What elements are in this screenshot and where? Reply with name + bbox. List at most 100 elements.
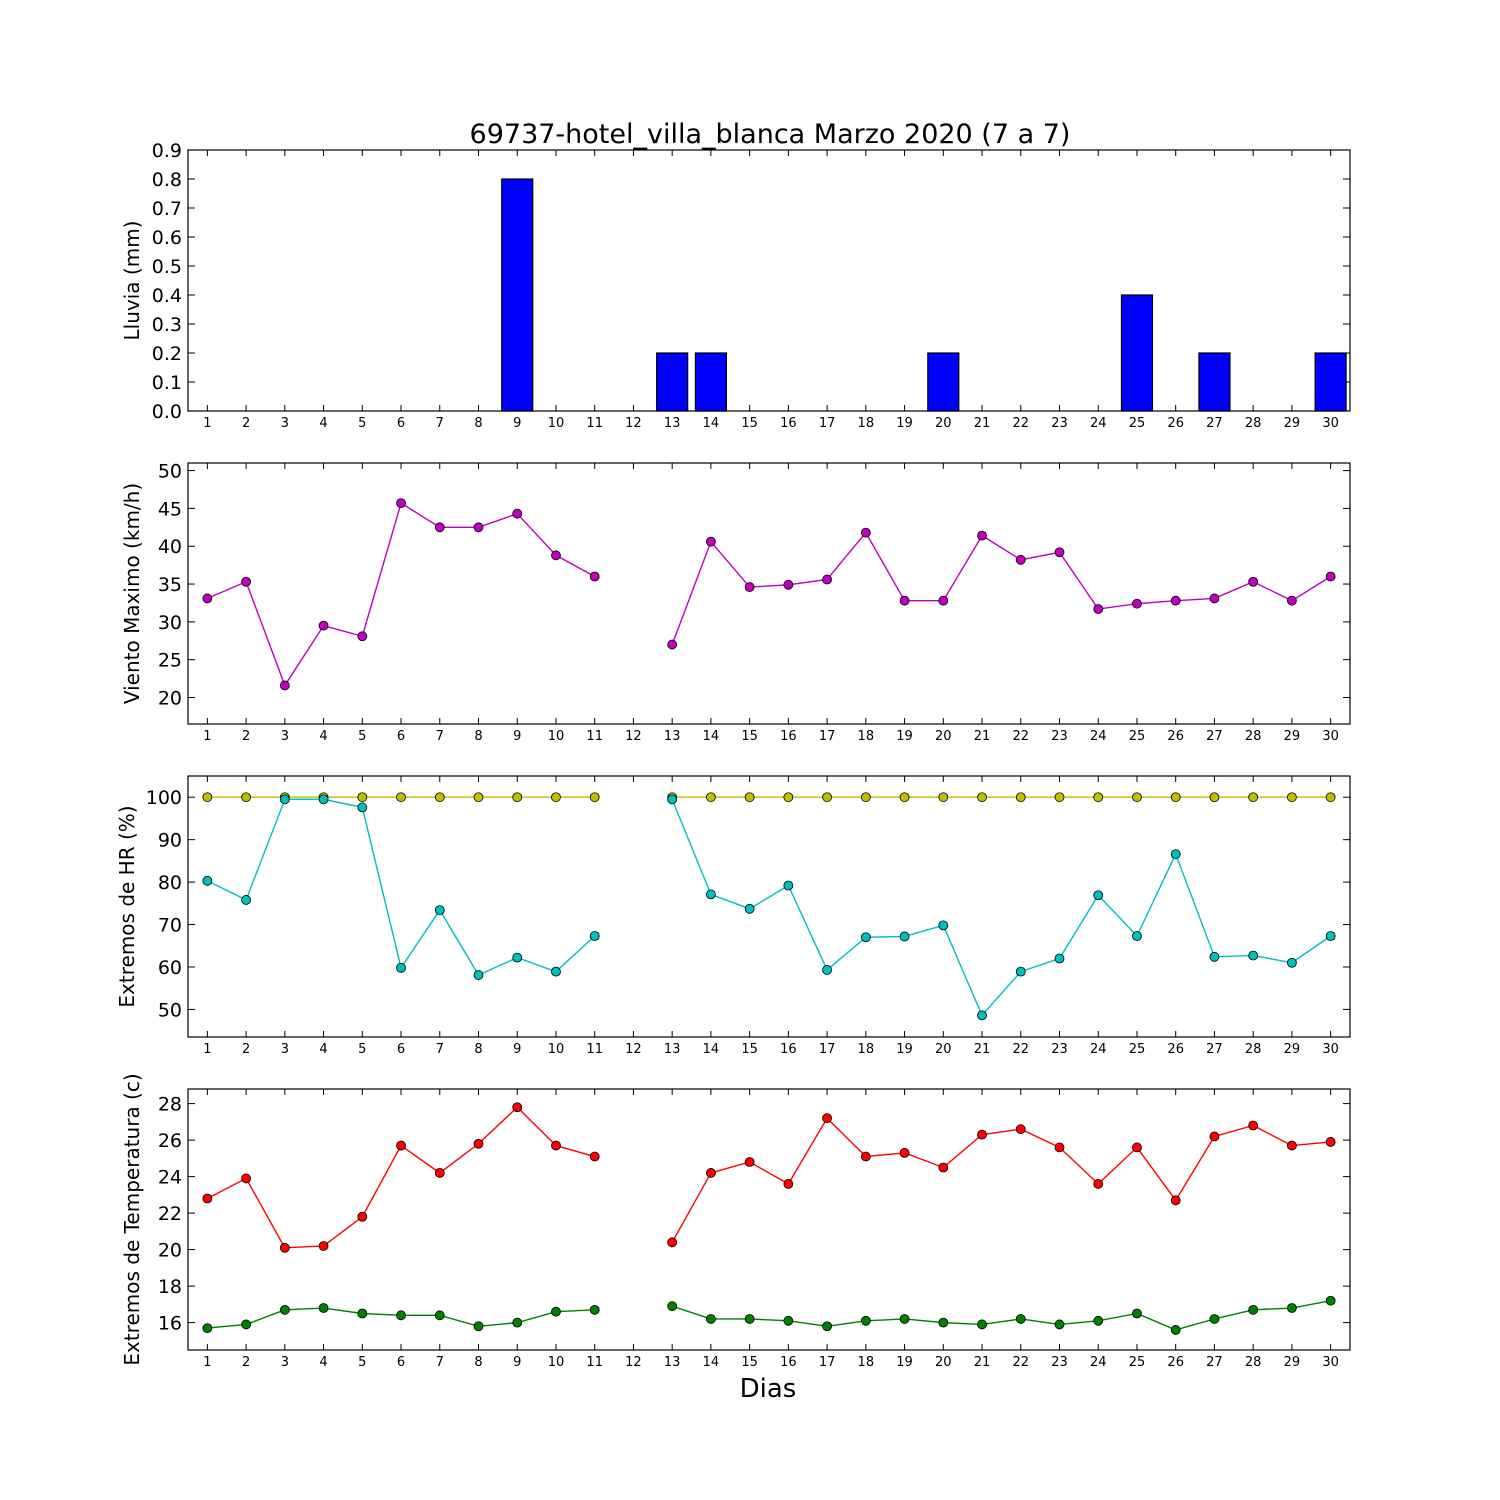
x-tick-label: 19 <box>896 1042 913 1057</box>
data-point <box>860 1315 871 1326</box>
bar <box>694 352 727 412</box>
x-tick-label: 2 <box>242 729 250 744</box>
y-tick-label: 0.6 <box>152 227 182 249</box>
data-point <box>396 962 406 973</box>
y-tick-label: 20 <box>158 688 182 710</box>
plot-area <box>187 1088 1351 1351</box>
bar <box>656 352 689 412</box>
data-point <box>1325 1295 1336 1306</box>
data-point <box>318 794 329 805</box>
data-point <box>1170 849 1181 859</box>
x-tick-label: 28 <box>1245 729 1262 744</box>
x-tick-label: 29 <box>1284 1355 1301 1370</box>
x-tick-label: 19 <box>896 416 913 431</box>
x-tick-label: 21 <box>974 1355 991 1370</box>
x-tick-label: 19 <box>896 1355 913 1370</box>
x-tick-label: 24 <box>1090 729 1107 744</box>
data-point <box>551 1140 561 1151</box>
data-point <box>667 639 678 650</box>
x-tick-label: 18 <box>858 1355 875 1370</box>
data-point <box>1093 1315 1104 1326</box>
x-tick-label: 24 <box>1090 1042 1107 1057</box>
x-tick-label: 11 <box>586 1042 603 1057</box>
x-tick-label: 22 <box>1012 1355 1029 1370</box>
data-point <box>1209 792 1220 803</box>
data-point <box>551 792 561 803</box>
data-point <box>279 794 290 805</box>
data-point <box>396 1310 406 1321</box>
x-tick-label: 4 <box>319 416 327 431</box>
x-tick-label: 4 <box>319 729 327 744</box>
data-point <box>1132 1308 1142 1319</box>
data-point <box>357 631 368 642</box>
x-tick-label: 2 <box>242 416 250 431</box>
data-point <box>1132 598 1142 609</box>
y-tick-label: 70 <box>158 915 182 937</box>
data-point <box>202 875 213 886</box>
data-point <box>706 1168 716 1178</box>
x-tick-label: 5 <box>358 1042 366 1057</box>
data-point <box>1054 1142 1065 1153</box>
series-line <box>671 799 1332 1017</box>
y-tick-label: 20 <box>158 1240 182 1262</box>
y-tick-label: 0.0 <box>152 401 182 423</box>
y-tick-label: 50 <box>158 461 182 483</box>
data-point <box>551 1306 561 1317</box>
data-point <box>434 1310 445 1321</box>
data-point <box>1132 792 1142 803</box>
data-point <box>938 792 949 803</box>
y-tick-label: 0.8 <box>152 169 182 191</box>
x-tick-label: 17 <box>819 1355 836 1370</box>
data-point <box>1132 1142 1142 1153</box>
y-axis-title: Viento Maximo (km/h) <box>120 483 144 704</box>
data-point <box>1015 554 1026 565</box>
x-tick-label: 9 <box>513 1355 521 1370</box>
data-point <box>899 931 910 942</box>
data-point <box>977 792 987 803</box>
x-tick-label: 14 <box>703 416 720 431</box>
x-tick-label: 9 <box>513 416 521 431</box>
data-point <box>1287 595 1297 606</box>
x-tick-label: 15 <box>741 1355 758 1370</box>
y-tick-label: 0.2 <box>152 343 182 365</box>
data-point <box>1248 950 1259 961</box>
data-point <box>860 932 871 943</box>
y-tick-label: 0.3 <box>152 314 182 336</box>
data-point <box>551 966 561 977</box>
data-point <box>241 576 252 587</box>
data-point <box>977 1319 987 1330</box>
x-tick-label: 26 <box>1167 1355 1184 1370</box>
x-tick-label: 15 <box>741 729 758 744</box>
data-point <box>706 1314 716 1324</box>
x-tick-label: 8 <box>474 1042 482 1057</box>
x-tick-label: 25 <box>1129 416 1146 431</box>
data-point <box>860 1151 871 1162</box>
x-tick-label: 3 <box>281 1355 289 1370</box>
x-tick-label: 16 <box>780 1042 797 1057</box>
x-tick-label: 30 <box>1322 1355 1339 1370</box>
x-tick-label: 23 <box>1051 1042 1068 1057</box>
data-point <box>512 1317 523 1328</box>
x-tick-label: 11 <box>586 729 603 744</box>
data-point <box>706 889 716 900</box>
y-tick-label: 40 <box>158 536 182 558</box>
data-point <box>1093 792 1104 803</box>
x-tick-label: 23 <box>1051 1355 1068 1370</box>
x-tick-label: 13 <box>664 1355 681 1370</box>
x-tick-label: 5 <box>358 416 366 431</box>
data-point <box>202 792 213 803</box>
data-point <box>1015 792 1026 803</box>
data-point <box>551 550 561 561</box>
data-point <box>899 1147 910 1158</box>
x-tick-label: 24 <box>1090 416 1107 431</box>
data-point <box>860 792 871 803</box>
x-tick-label: 2 <box>242 1355 250 1370</box>
bar <box>1198 352 1231 412</box>
data-point <box>279 680 290 691</box>
data-point <box>938 1162 949 1173</box>
data-point <box>473 792 484 803</box>
y-tick-label: 25 <box>158 650 182 672</box>
x-tick-label: 22 <box>1012 1042 1029 1057</box>
data-point <box>473 522 484 533</box>
x-tick-label: 30 <box>1322 416 1339 431</box>
